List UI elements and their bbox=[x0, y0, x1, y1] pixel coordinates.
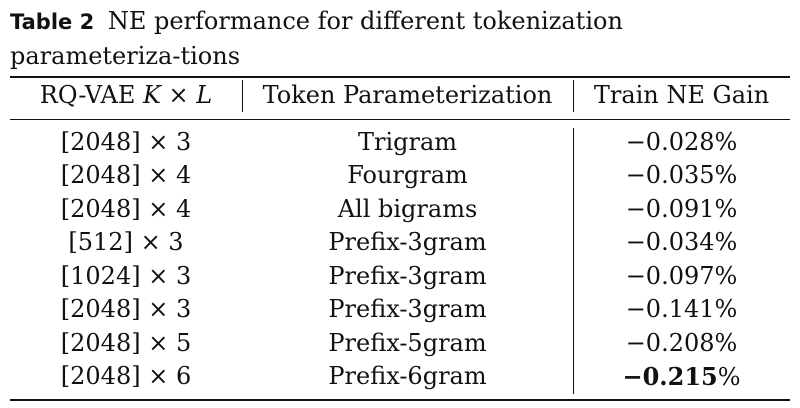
header-rqvae-prefix: RQ-VAE bbox=[39, 80, 143, 109]
row-config: [1024] × 3 bbox=[60, 261, 192, 290]
row-config: [2048] × 5 bbox=[60, 328, 192, 357]
header-rqvae-config: RQ-VAE K × L bbox=[10, 81, 242, 109]
row-gain: −0.208% bbox=[625, 328, 738, 357]
table-header-row: RQ-VAE K × L Token Parameterization Trai… bbox=[10, 78, 790, 111]
row-config: [2048] × 4 bbox=[60, 161, 192, 189]
caption-text: NE performance for different tokenizatio… bbox=[10, 7, 623, 70]
header-separator-2 bbox=[573, 80, 574, 112]
table-row: [2048] × 3 Prefix-3gram −0.141% bbox=[10, 293, 790, 326]
table-row: [2048] × 4 Fourgram −0.035% bbox=[10, 159, 790, 192]
row-gain: −0.141% bbox=[625, 295, 738, 323]
row-config: [2048] × 3 bbox=[60, 295, 192, 323]
body-separator bbox=[573, 128, 574, 394]
header-rule bbox=[10, 119, 790, 120]
best-gain-suffix: % bbox=[717, 362, 741, 391]
row-parameterization: Fourgram bbox=[347, 161, 468, 189]
table-row: [2048] × 3 Trigram −0.028% bbox=[10, 125, 790, 158]
header-separator-1 bbox=[242, 80, 243, 112]
table-caption: Table 2 NE performance for different tok… bbox=[10, 4, 790, 73]
row-config: [2048] × 6 bbox=[60, 362, 192, 390]
row-parameterization: All bigrams bbox=[337, 194, 478, 223]
header-rqvae-math: K × L bbox=[142, 80, 213, 109]
top-rule bbox=[10, 76, 790, 78]
table-row: [1024] × 3 Prefix-3gram −0.097% bbox=[10, 259, 790, 292]
row-gain: −0.091% bbox=[625, 194, 738, 223]
row-gain: −0.035% bbox=[625, 161, 738, 189]
table-row: [2048] × 4 All bigrams −0.091% bbox=[10, 192, 790, 225]
row-gain: −0.034% bbox=[625, 228, 738, 256]
row-gain: −0.097% bbox=[625, 261, 738, 290]
row-gain: −0.028% bbox=[625, 127, 738, 156]
row-gain-best: −0.215% bbox=[573, 362, 790, 391]
best-gain-value: −0.215 bbox=[622, 361, 718, 391]
row-config: [2048] × 4 bbox=[60, 194, 192, 223]
row-config: [512] × 3 bbox=[68, 228, 184, 256]
table-label: Table 2 bbox=[10, 10, 95, 34]
table-row-best: [2048] × 6 Prefix-6gram −0.215% bbox=[10, 360, 790, 393]
header-train-ne-gain: Train NE Gain bbox=[593, 80, 770, 109]
row-parameterization: Prefix-5gram bbox=[328, 328, 487, 357]
table-row: [512] × 3 Prefix-3gram −0.034% bbox=[10, 226, 790, 259]
bottom-rule bbox=[10, 399, 790, 401]
table-row: [2048] × 5 Prefix-5gram −0.208% bbox=[10, 326, 790, 359]
row-parameterization: Prefix-3gram bbox=[328, 295, 487, 323]
row-config: [2048] × 3 bbox=[60, 127, 192, 156]
paper-page: Table 2 NE performance for different tok… bbox=[0, 4, 800, 408]
header-token-parameterization: Token Parameterization bbox=[262, 80, 553, 109]
row-parameterization: Prefix-3gram bbox=[328, 261, 487, 290]
row-parameterization: Prefix-3gram bbox=[328, 228, 487, 256]
row-parameterization: Prefix-6gram bbox=[328, 362, 487, 390]
row-parameterization: Trigram bbox=[357, 127, 458, 156]
